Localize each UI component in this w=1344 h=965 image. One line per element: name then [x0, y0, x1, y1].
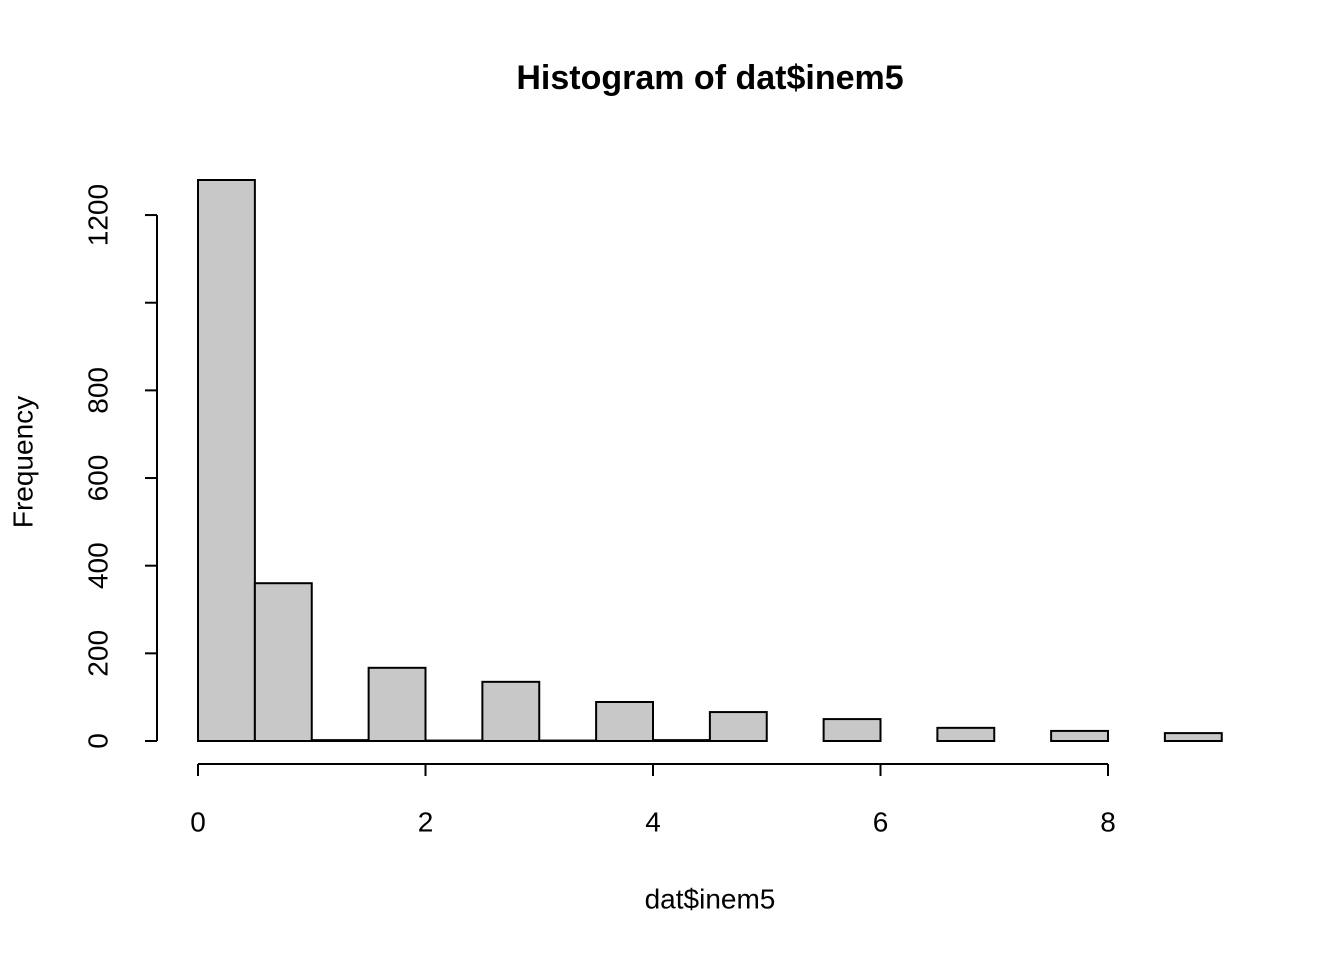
y-tick-label: 600	[82, 455, 113, 502]
x-tick-label: 0	[190, 806, 206, 837]
y-tick-label: 800	[82, 367, 113, 414]
bar	[653, 740, 710, 741]
bar	[1051, 731, 1108, 741]
bar	[255, 583, 312, 741]
y-tick-label: 400	[82, 542, 113, 589]
bar	[824, 719, 881, 741]
bar	[596, 702, 653, 741]
x-tick-label: 8	[1100, 806, 1116, 837]
chart-title: Histogram of dat$inem5	[516, 59, 903, 97]
bar	[198, 180, 255, 741]
x-tick-label: 2	[418, 806, 434, 837]
y-tick-label: 1200	[82, 184, 113, 246]
bar	[937, 728, 994, 741]
bar	[1165, 733, 1222, 741]
x-tick-label: 4	[645, 806, 661, 837]
bar	[710, 712, 767, 741]
x-tick-label: 6	[873, 806, 889, 837]
y-axis-label: Frequency	[7, 396, 38, 528]
bar	[482, 682, 539, 741]
x-axis-label: dat$inem5	[645, 883, 776, 914]
y-tick-label: 0	[82, 733, 113, 749]
bar	[369, 668, 426, 741]
bar	[312, 740, 369, 741]
y-tick-label: 200	[82, 630, 113, 677]
